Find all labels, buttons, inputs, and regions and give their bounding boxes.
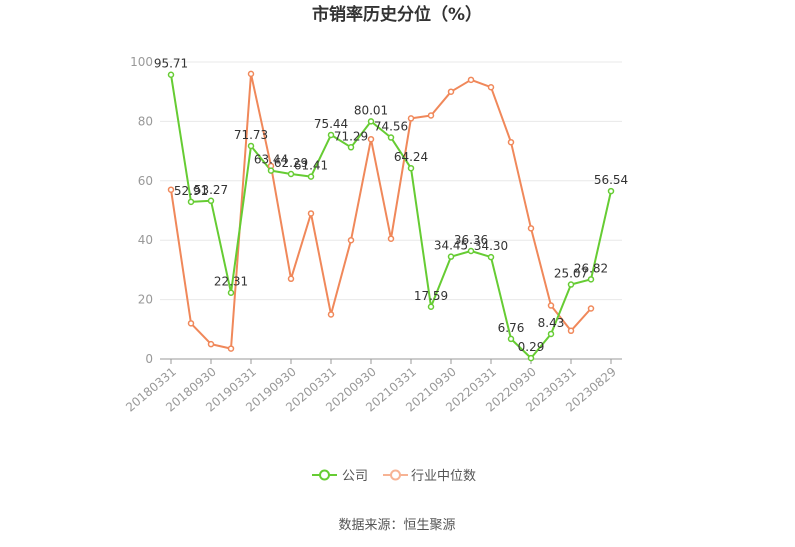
source-text: 数据来源：恒生聚源 [338, 518, 455, 533]
series-point-1[interactable] [587, 305, 595, 312]
legend-item-0[interactable]: 公司 [312, 469, 368, 484]
series-point-1[interactable] [527, 225, 535, 232]
data-label: 53.27 [194, 183, 228, 197]
series-point-0[interactable] [527, 354, 535, 362]
series-point-1[interactable] [367, 135, 375, 143]
legend-item-1[interactable]: 行业中位数 [383, 469, 476, 484]
y-tick-label: 80 [138, 114, 153, 128]
series-point-1[interactable] [207, 340, 215, 348]
series-point-0[interactable] [327, 131, 335, 139]
legend[interactable]: 公司 行业中位数 [312, 469, 476, 484]
series-point-0[interactable] [167, 71, 175, 78]
series-point-1[interactable] [407, 115, 415, 122]
series-point-0[interactable] [487, 253, 495, 261]
data-label: 61.41 [294, 159, 328, 173]
series-point-0[interactable] [567, 281, 575, 288]
data-label: 62.29 [274, 156, 308, 170]
series-point-0[interactable] [447, 253, 455, 260]
data-label: 95.71 [154, 57, 188, 71]
x-axis: 2018033120180930201903312019093020200331… [123, 358, 622, 415]
data-label: 25.07 [554, 267, 588, 281]
series-point-0[interactable] [267, 167, 275, 174]
data-label: 75.44 [314, 117, 348, 131]
series-point-1[interactable] [467, 76, 475, 84]
data-label: 22.31 [214, 275, 248, 289]
data-label: 56.54 [594, 173, 628, 187]
data-label: 17.59 [414, 289, 448, 303]
legend-marker [319, 469, 330, 481]
series-point-1[interactable] [347, 236, 355, 244]
grid [160, 61, 622, 360]
series-point-1[interactable] [247, 70, 255, 78]
y-tick-label: 20 [138, 293, 153, 307]
series-point-0[interactable] [547, 330, 555, 338]
series-point-0[interactable] [407, 164, 415, 172]
legend-label: 公司 [342, 469, 368, 484]
series-point-0[interactable] [207, 197, 215, 205]
series-line-1 [170, 72, 592, 350]
data-label: 34.30 [474, 239, 508, 253]
series-point-1[interactable] [427, 112, 435, 119]
series-point-1[interactable] [327, 311, 335, 318]
series-point-0[interactable] [247, 142, 255, 150]
series-point-0[interactable] [587, 276, 595, 283]
data-label: 64.24 [394, 150, 428, 164]
series-point-1[interactable] [287, 275, 295, 283]
series-points [167, 70, 615, 362]
series-point-0[interactable] [187, 198, 195, 206]
data-label: 26.82 [574, 261, 608, 275]
data-label: 71.29 [334, 129, 368, 143]
legend-label: 行业中位数 [411, 469, 476, 484]
series-point-0[interactable] [467, 247, 475, 255]
data-label: 8.43 [538, 316, 565, 330]
data-label: 74.56 [374, 120, 408, 134]
data-label: 36.36 [454, 233, 488, 247]
y-axis: 0 20 40 60 80 100 [130, 55, 153, 366]
series-point-1[interactable] [167, 186, 175, 193]
chart-title: 市销率历史分位（%） [312, 4, 482, 25]
series-point-1[interactable] [387, 235, 395, 242]
series-point-0[interactable] [507, 335, 515, 343]
series-point-1[interactable] [507, 138, 515, 146]
series-point-0[interactable] [427, 303, 435, 311]
series-point-1[interactable] [547, 302, 555, 309]
series-point-1[interactable] [307, 210, 315, 217]
data-label: 52.91 [174, 184, 208, 198]
data-label: 6.76 [498, 321, 525, 335]
data-label: 80.01 [354, 103, 388, 117]
series-point-0[interactable] [607, 187, 615, 195]
series-point-0[interactable] [227, 289, 235, 296]
series-point-0[interactable] [287, 170, 295, 178]
series-point-0[interactable] [367, 118, 375, 125]
legend-marker [390, 469, 401, 481]
series-point-0[interactable] [387, 134, 395, 141]
y-tick-label: 60 [138, 174, 153, 188]
series-point-0[interactable] [307, 173, 315, 180]
y-tick-label: 100 [130, 55, 153, 69]
y-tick-label: 0 [145, 352, 153, 366]
series-point-1[interactable] [187, 320, 195, 327]
y-tick-label: 40 [138, 233, 153, 247]
series-point-1[interactable] [447, 88, 455, 95]
data-label: 63.44 [254, 153, 288, 167]
series-point-0[interactable] [347, 144, 355, 151]
data-label: 34.45 [434, 239, 468, 253]
series-point-1[interactable] [227, 345, 235, 352]
data-label: 71.73 [234, 128, 268, 142]
series-point-1[interactable] [487, 83, 495, 91]
data-label: 0.29 [518, 340, 545, 354]
series-point-1[interactable] [567, 327, 575, 335]
